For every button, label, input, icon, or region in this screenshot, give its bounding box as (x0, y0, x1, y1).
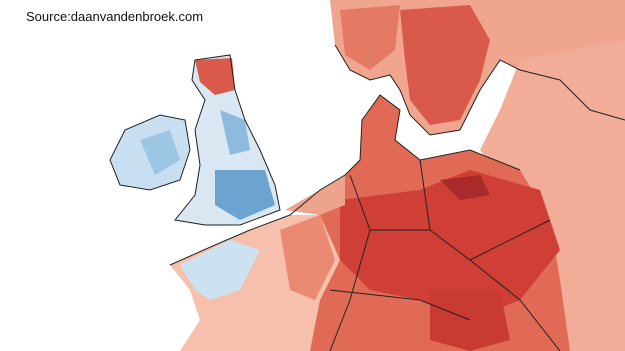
eastern-europe (480, 40, 625, 351)
sweden-heat (400, 5, 490, 125)
coastline (109, 114, 191, 191)
ireland-cool (140, 130, 180, 175)
north-england-cool (220, 110, 250, 155)
coastline (174, 54, 281, 226)
source-label: Source:daanvandenbroek.com (26, 9, 203, 24)
coastline (169, 94, 521, 266)
hotspot (440, 175, 490, 200)
france-cool (180, 240, 260, 300)
coastline (334, 44, 625, 136)
france-east (280, 215, 335, 300)
benelux (285, 175, 345, 215)
england-cool (215, 170, 275, 220)
alps-heat (430, 290, 510, 351)
country-border (329, 159, 561, 351)
norway-heat (340, 5, 400, 70)
scotland-heat (195, 58, 235, 95)
